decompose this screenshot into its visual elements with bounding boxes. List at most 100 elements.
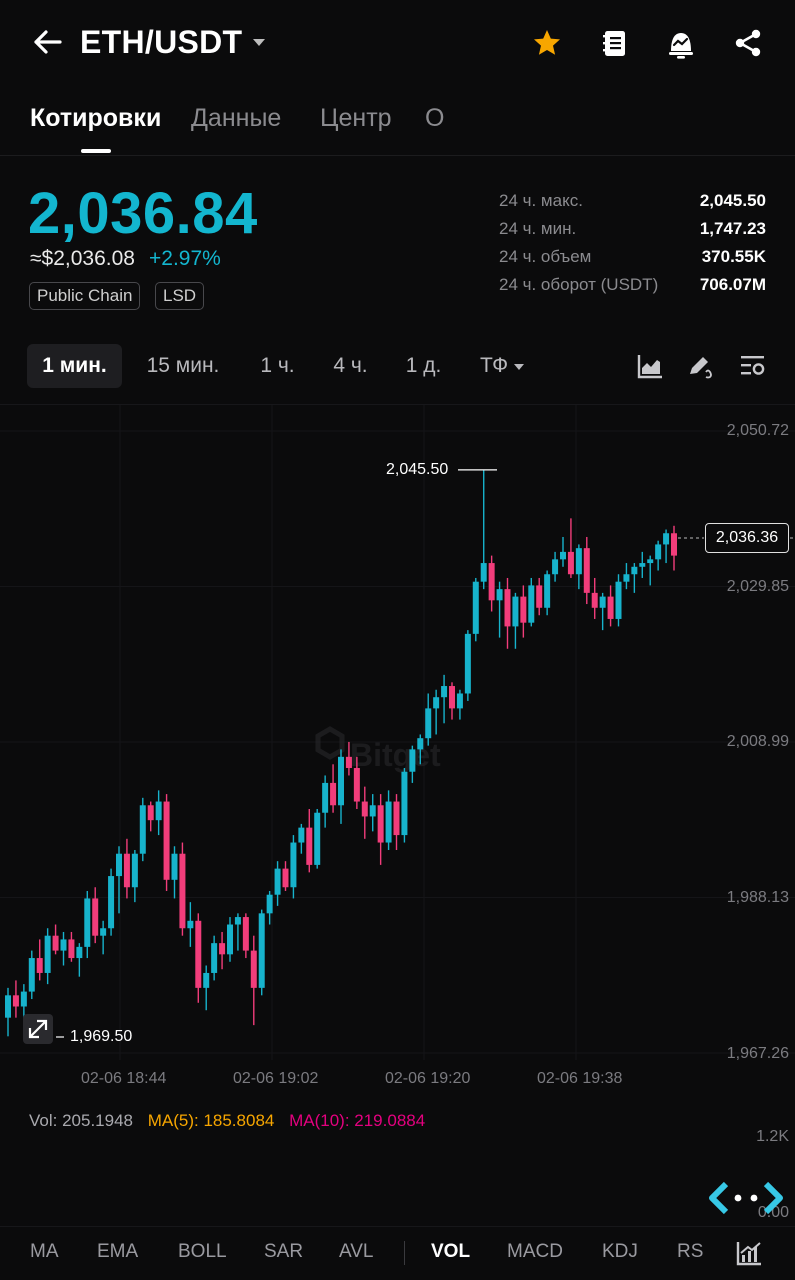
vol-ma10: MA(10): 219.0884 — [289, 1111, 426, 1130]
candle-body — [68, 939, 75, 959]
active-tab-indicator — [81, 149, 111, 153]
tab-data[interactable]: Данные — [191, 104, 282, 132]
tab-quotes[interactable]: Котировки — [30, 104, 162, 132]
indicator-divider — [404, 1241, 405, 1265]
drawing-tool-icon[interactable] — [686, 352, 714, 380]
candle-body — [385, 801, 392, 843]
candle-body — [361, 801, 368, 817]
y-tick-label: 2,050.72 — [726, 422, 789, 439]
candle-body — [12, 995, 19, 1007]
indicator-avl[interactable]: AVL — [339, 1241, 374, 1262]
candle-body — [441, 686, 448, 698]
candle-body — [131, 853, 138, 888]
candle-body — [84, 898, 91, 947]
indicator-sar[interactable]: SAR — [264, 1241, 304, 1262]
tag-public-chain[interactable]: Public Chain — [29, 282, 141, 310]
candle-body — [472, 581, 479, 634]
timeframe-1d[interactable]: 1 д. — [405, 354, 442, 377]
alert-bell-icon[interactable] — [664, 26, 698, 60]
candle-body — [377, 805, 384, 843]
timeframe-1h[interactable]: 1 ч. — [260, 354, 295, 377]
candle-body — [369, 805, 376, 817]
indicator-settings-icon[interactable] — [735, 1239, 763, 1267]
y-tick-label: 1,988.13 — [726, 889, 789, 906]
stat-volume-value: 370.55K — [701, 247, 766, 266]
candle-body — [639, 563, 646, 567]
max-price-label: 2,045.50 — [386, 461, 449, 478]
price-markers — [56, 469, 795, 1038]
candle-body — [163, 801, 170, 880]
x-tick-label: 02-06 19:38 — [537, 1070, 623, 1087]
star-icon[interactable] — [530, 26, 564, 60]
y-tick-label: 2,029.85 — [726, 578, 789, 595]
y-tick-label: 1,967.26 — [726, 1045, 789, 1062]
chart-grid — [0, 405, 795, 1060]
share-icon[interactable] — [731, 26, 765, 60]
indicator-rsi[interactable]: RS — [677, 1241, 704, 1262]
candle-body — [116, 853, 122, 877]
candle-body — [663, 533, 670, 545]
candle-body — [591, 592, 598, 608]
candle-body — [583, 548, 590, 593]
min-price-label: 1,969.50 — [70, 1028, 133, 1045]
candle-body — [575, 548, 582, 575]
candle-body — [615, 581, 622, 619]
indicator-bar: MA EMA BOLL SAR AVL VOL MACD KDJ RS — [0, 1226, 795, 1280]
candle-body — [647, 559, 654, 564]
indicator-ema[interactable]: EMA — [97, 1241, 139, 1262]
candle-body — [417, 738, 424, 750]
timeframe-more[interactable]: ТФ — [479, 354, 509, 377]
candle-body — [393, 801, 400, 836]
indicator-ma[interactable]: MA — [30, 1241, 59, 1262]
timeframe-1m[interactable]: 1 мин. — [27, 344, 122, 388]
candle-body — [560, 551, 566, 560]
candle-body — [520, 596, 527, 623]
caret-down-icon[interactable] — [512, 362, 526, 372]
chart-canvas[interactable]: Bitget — [0, 405, 795, 1105]
indicator-macd[interactable]: MACD — [507, 1241, 563, 1262]
candle-body — [139, 805, 146, 854]
timeframe-15m[interactable]: 15 мин. — [146, 354, 220, 377]
candle-body — [76, 946, 83, 959]
tag-lsd[interactable]: LSD — [155, 282, 205, 310]
fullscreen-icon[interactable] — [22, 1013, 54, 1045]
candle-body — [409, 749, 416, 772]
candles — [5, 469, 677, 1037]
candle-body — [607, 596, 614, 619]
candle-body — [338, 756, 344, 806]
back-arrow-icon[interactable] — [30, 24, 66, 60]
candle-body — [456, 693, 463, 709]
stat-volume-label: 24 ч. объем — [499, 247, 592, 266]
timeframe-4h[interactable]: 4 ч. — [333, 354, 368, 377]
watermark-logo: Bitget — [315, 726, 441, 773]
notes-icon[interactable] — [598, 26, 632, 60]
candle-body — [108, 876, 115, 929]
candle-body — [5, 995, 11, 1018]
indicator-kdj[interactable]: KDJ — [602, 1241, 638, 1262]
trading-pair-title[interactable]: ETH/USDT — [80, 24, 243, 60]
candle-body — [234, 917, 241, 925]
candle-body — [282, 868, 289, 888]
top-bar: ETH/USDT — [0, 0, 795, 86]
candle-body — [567, 551, 574, 575]
stat-high-label: 24 ч. макс. — [499, 191, 583, 210]
chart-settings-icon[interactable] — [739, 352, 767, 380]
tab-center[interactable]: Центр — [320, 104, 392, 132]
candlestick-chart[interactable]: Bitget 2,050.72 2,029.85 2,008.99 1,988.… — [0, 404, 795, 1104]
volume-info: Vol: 205.1948 MA(5): 185.8084 MA(10): 21… — [29, 1111, 425, 1131]
indicator-boll[interactable]: BOLL — [178, 1241, 227, 1262]
candle-body — [401, 771, 408, 836]
candle-body — [425, 708, 432, 739]
candle-body — [250, 950, 257, 988]
caret-down-icon[interactable] — [250, 35, 268, 49]
chart-type-icon[interactable] — [636, 352, 664, 380]
candle-body — [623, 574, 630, 582]
current-price-label: 2,036.36 — [705, 523, 789, 553]
candle-body — [298, 827, 305, 843]
scroll-arrows-icon[interactable] — [706, 1178, 786, 1218]
last-price: 2,036.84 — [28, 181, 258, 246]
candle-body — [544, 574, 551, 608]
tab-about[interactable]: О — [425, 104, 445, 132]
indicator-vol[interactable]: VOL — [431, 1241, 471, 1262]
x-tick-label: 02-06 19:02 — [233, 1070, 319, 1087]
